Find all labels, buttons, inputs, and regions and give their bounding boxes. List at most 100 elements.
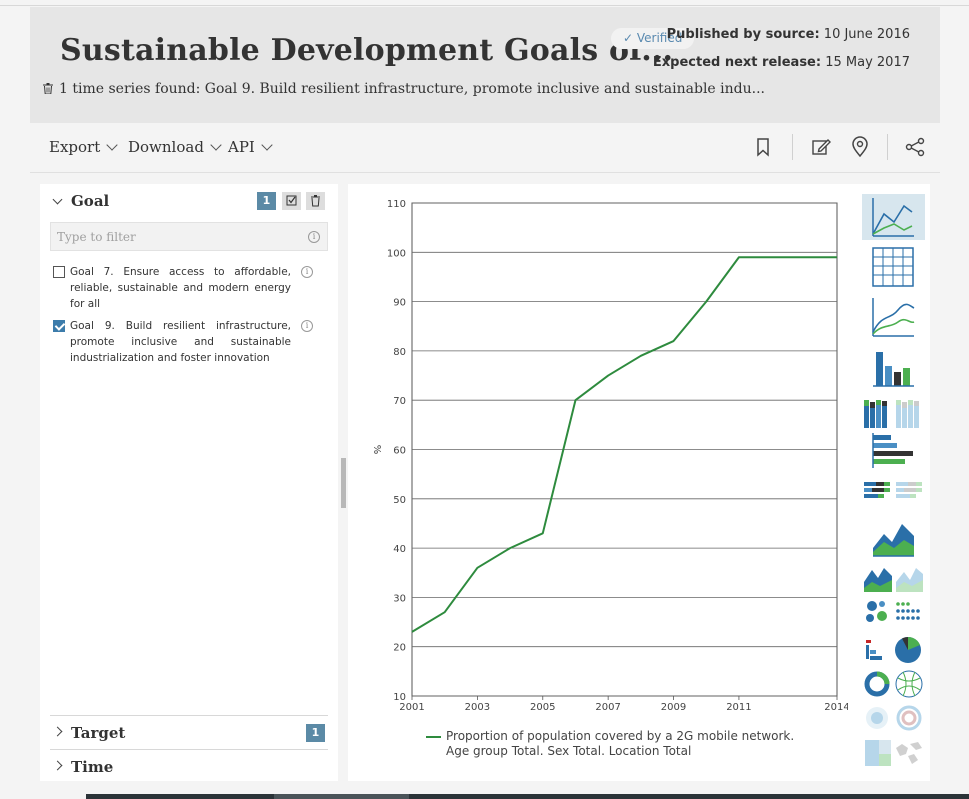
goal-7-checkbox[interactable] [53,266,65,278]
x-tick-label: 2003 [465,702,490,713]
smooth-line-icon [872,298,915,337]
chart-type-area[interactable] [862,514,925,560]
stacked-area-icon [864,568,923,592]
legend-line-1: Proportion of population covered by a 2G… [446,729,795,743]
trash-icon [311,195,320,207]
page-title: Sustainable Development Goals of... [60,33,674,68]
api-menu[interactable]: API [228,138,273,156]
verified-badge: ✓ Verified [611,28,695,49]
chart-type-treemap-map[interactable] [862,736,925,782]
next-release-label: Expected next release: [652,55,822,70]
y-tick-label: 50 [393,495,406,506]
export-label: Export [49,138,101,156]
stacked-bar-icon [864,400,919,428]
info-icon[interactable]: i [301,320,313,332]
edit-icon[interactable] [810,136,832,158]
goal-9-checkbox[interactable] [53,320,65,332]
chart-type-smooth-line[interactable] [862,294,925,340]
bookmark-icon[interactable] [752,136,774,158]
published-date: 10 June 2016 [823,27,910,42]
download-menu[interactable]: Download [128,138,222,156]
info-icon[interactable]: i [301,266,313,278]
area-chart-icon [873,524,914,557]
chevron-down-icon [52,194,63,205]
chart-panel: 10 20 30 40 50 60 70 80 90 100 110 2001 2003 2005 2007… [348,184,930,781]
bottom-scrollbar [0,794,969,799]
y-tick-label: 90 [393,298,406,309]
radial-icon [866,705,922,731]
chart-type-bubble[interactable] [862,598,925,644]
time-section-header[interactable]: Time [50,749,328,783]
goal-filter-input[interactable] [57,228,297,246]
api-label: API [228,138,255,156]
chart-type-line[interactable] [862,194,925,240]
chart-type-table[interactable] [862,244,925,290]
y-tick-label: 20 [393,643,406,654]
x-tick-label: 2014 [824,702,848,713]
scrollbar-thumb[interactable] [274,794,409,799]
y-tick-label: 30 [393,593,406,604]
chart-type-stacked-bar[interactable] [862,390,925,436]
export-menu[interactable]: Export [49,138,118,156]
stacked-horizontal-bar-icon [864,482,922,498]
chevron-right-icon [52,726,63,737]
chart-type-bar[interactable] [862,344,925,390]
x-tick-label: 2001 [399,702,424,713]
series-line [411,256,837,633]
chart-type-stacked-horizontal-bar[interactable] [862,474,925,520]
chevron-down-icon [261,139,273,151]
chart-type-donut[interactable] [862,668,925,714]
y-tick-label: 100 [387,248,406,259]
toolbar-divider [792,134,793,160]
target-section-label: Target [71,724,126,742]
chart-type-horizontal-bar[interactable] [862,430,925,476]
trash-icon[interactable] [43,83,53,94]
treemap-map-icon [865,740,922,766]
toolbar: Export Download API [30,123,940,173]
select-all-button[interactable] [282,192,301,210]
y-tick-label: 110 [387,199,406,210]
checkbox-list-icon [286,195,297,206]
x-tick-label: 2005 [530,702,555,713]
info-icon[interactable]: i [308,231,320,243]
clear-selection-button[interactable] [306,192,325,210]
time-section-label: Time [71,758,114,776]
legend-line-2: Age group Total. Sex Total. Location Tot… [446,744,692,758]
goal-section-header[interactable]: Goal 1 [50,192,330,214]
chevron-right-icon [52,760,63,771]
chart-type-pareto-pie[interactable] [862,634,925,680]
panel-resize-handle[interactable] [341,458,346,508]
bar-chart-icon [873,352,914,387]
chevron-down-icon [210,139,222,151]
filter-panel: Goal 1 i Goal 7. Ensure acc [40,184,338,781]
y-tick-label: 80 [393,347,406,358]
x-tick-label: 2007 [595,702,620,713]
download-label: Download [128,138,204,156]
top-divider [0,5,969,6]
bubble-icon [866,601,920,622]
y-tick-label: 10 [393,692,406,703]
line-chart-icon [872,198,914,237]
goal-7-label: Goal 7. Ensure access to affordable, rel… [70,266,291,310]
dataset-header: Sustainable Development Goals of... ✓ Ve… [30,7,940,123]
goal-selected-count: 1 [257,192,276,210]
chart-type-radial[interactable] [862,702,925,748]
chart-type-stacked-area[interactable] [862,558,925,604]
chevron-down-icon [106,139,118,151]
target-section-header[interactable]: Target 1 [50,715,328,749]
y-axis-label: % [371,445,382,455]
share-icon[interactable] [904,136,926,158]
goal-filter-box: i [50,222,328,251]
horizontal-bar-icon [872,433,913,468]
goal-section-label: Goal [71,192,110,210]
pareto-pie-icon [866,637,921,663]
location-pin-icon[interactable] [849,136,871,158]
line-chart: 10 20 30 40 50 60 70 80 90 100 110 2001 2003 2005 2007… [371,199,848,713]
next-release-date: 15 May 2017 [825,55,910,70]
toolbar-divider [887,134,888,160]
published-label: Published by source: [666,27,820,42]
series-found-summary: 1 time series found: Goal 9. Build resil… [43,81,765,97]
x-tick-label: 2009 [661,702,686,713]
table-icon [872,247,914,287]
